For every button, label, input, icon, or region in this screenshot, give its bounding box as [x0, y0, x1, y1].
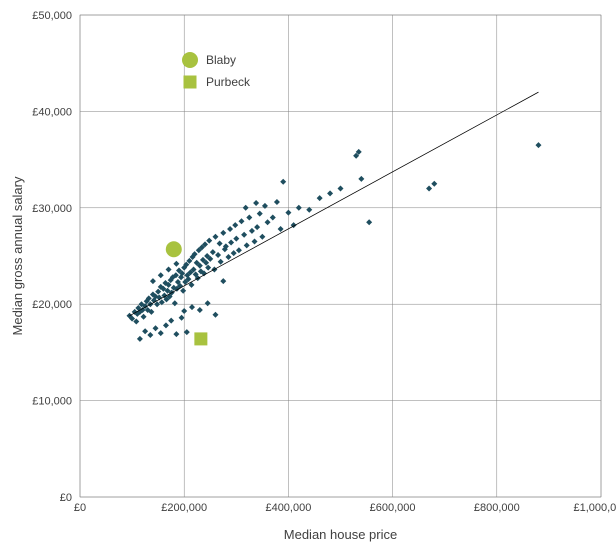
y-axis-label: Median gross annual salary	[10, 176, 25, 335]
legend-marker-blaby	[182, 52, 198, 68]
y-tick-label: £30,000	[32, 203, 72, 215]
plot-area	[80, 15, 601, 497]
y-tick-label: £20,000	[32, 299, 72, 311]
y-tick-label: £0	[60, 492, 72, 504]
x-tick-label: £400,000	[265, 502, 311, 514]
legend-marker-purbeck	[184, 76, 197, 89]
x-tick-label: £1,000,000	[573, 502, 616, 514]
legend-label-blaby: Blaby	[206, 53, 236, 67]
chart-svg: £0 £200,000 £400,000 £600,000 £800,000 £1,000…	[0, 0, 616, 557]
x-tick-label: £200,000	[161, 502, 207, 514]
legend-label-purbeck: Purbeck	[206, 75, 251, 89]
x-tick-label: £0	[74, 502, 86, 514]
purbeck-point	[194, 332, 207, 345]
x-axis-label: Median house price	[284, 527, 397, 542]
blaby-point	[166, 241, 182, 257]
y-tick-label: £10,000	[32, 396, 72, 408]
y-tick-label: £50,000	[32, 10, 72, 22]
x-tick-label: £600,000	[370, 502, 416, 514]
y-tick-label: £40,000	[32, 106, 72, 118]
x-tick-label: £800,000	[474, 502, 520, 514]
scatter-chart: £0 £200,000 £400,000 £600,000 £800,000 £1,000…	[0, 0, 616, 557]
